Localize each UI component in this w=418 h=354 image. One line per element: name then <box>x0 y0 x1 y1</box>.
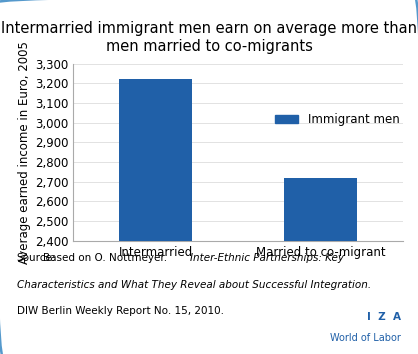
Text: DIW Berlin Weekly Report No. 15, 2010.: DIW Berlin Weekly Report No. 15, 2010. <box>17 306 224 316</box>
Text: Source:: Source: <box>17 253 56 263</box>
Text: I  Z  A: I Z A <box>367 312 401 322</box>
Text: Intermarried immigrant men earn on average more than
men married to co-migrants: Intermarried immigrant men earn on avera… <box>1 21 417 54</box>
Legend: Immigrant men: Immigrant men <box>270 109 404 131</box>
Y-axis label: Average earned income in Euro, 2005: Average earned income in Euro, 2005 <box>18 41 31 264</box>
Text: Characteristics and What They Reveal about Successful Integration.: Characteristics and What They Reveal abo… <box>17 280 371 290</box>
Text: Inter-Ethnic Partnerships: Key: Inter-Ethnic Partnerships: Key <box>190 253 344 263</box>
Bar <box>120 79 192 354</box>
Text: World of Labor: World of Labor <box>330 333 401 343</box>
Bar <box>285 178 357 354</box>
Text: Based on O. Nottmeyer.: Based on O. Nottmeyer. <box>43 253 168 263</box>
